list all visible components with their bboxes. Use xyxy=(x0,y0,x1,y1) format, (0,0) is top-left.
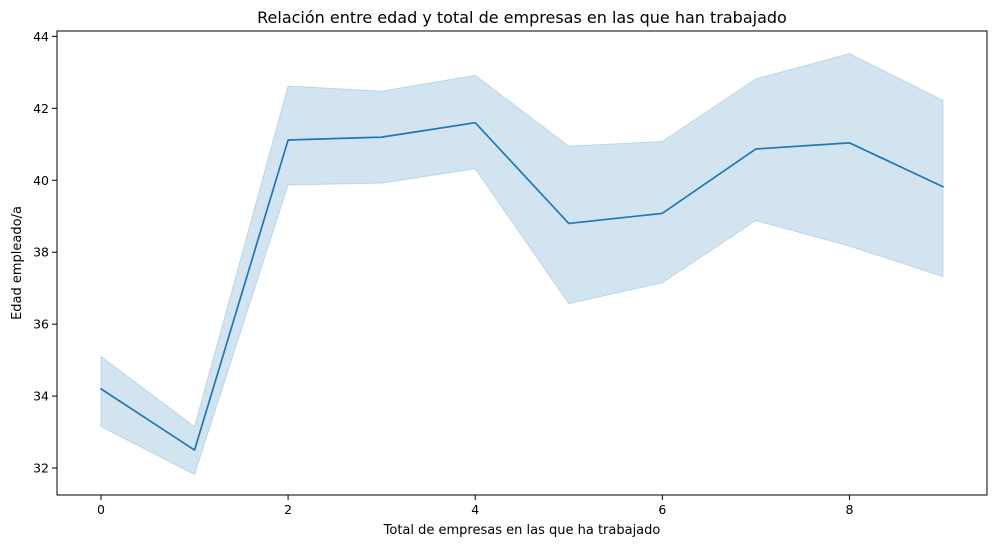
x-tick-label: 0 xyxy=(97,502,105,517)
series-line xyxy=(100,121,944,451)
x-tick-label: 4 xyxy=(471,502,479,517)
y-tick-label: 40 xyxy=(33,173,49,188)
confidence-band xyxy=(100,53,944,476)
y-tick-label: 42 xyxy=(33,101,49,116)
y-tick-label: 32 xyxy=(33,461,49,476)
y-tick-label: 36 xyxy=(33,317,49,332)
axes-ticks: 0 2 4 6 8 32 34 36 38 40 42 44 xyxy=(33,29,853,517)
x-axis-label: Total de empresas en las que ha trabajad… xyxy=(383,523,661,538)
chart-title: Relación entre edad y total de empresas … xyxy=(257,8,787,27)
y-tick-label: 34 xyxy=(33,389,49,404)
y-axis-label: Edad empleado/a xyxy=(10,206,25,320)
plot-area xyxy=(100,53,944,476)
x-tick-label: 2 xyxy=(284,502,292,517)
y-tick-label: 38 xyxy=(33,245,49,260)
plot-frame xyxy=(56,30,988,496)
x-tick-label: 6 xyxy=(658,502,666,517)
y-tick-label: 44 xyxy=(33,29,49,44)
x-tick-label: 8 xyxy=(845,502,853,517)
